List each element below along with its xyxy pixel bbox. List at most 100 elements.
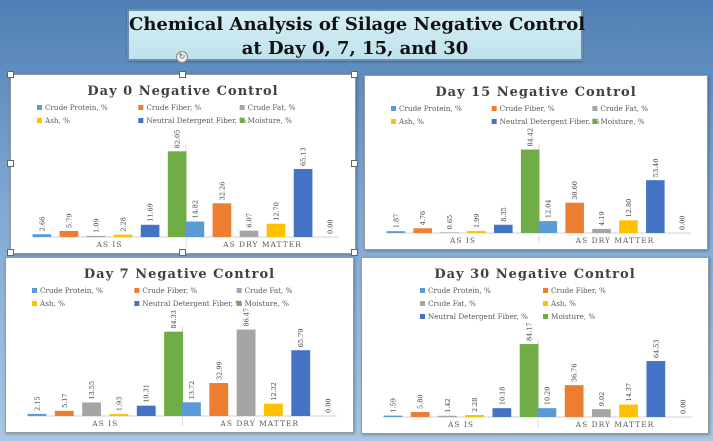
chart-panel-day15: Day 15 Negative Control Crude Protein, % C… (364, 75, 708, 250)
selection-handle[interactable] (351, 249, 358, 256)
data-label: 5.79 (65, 213, 73, 227)
data-label: 11.69 (147, 203, 155, 222)
data-label: 2.28 (120, 217, 128, 231)
bar (494, 224, 513, 233)
legend-swatch (236, 288, 242, 293)
legend-label: Moisture, % (245, 299, 289, 308)
data-label: 84.42 (527, 128, 535, 147)
legend-swatch (491, 106, 497, 111)
data-label: 32.99 (215, 361, 223, 380)
legend-label: Crude Protein, % (428, 286, 491, 295)
category-label: AS IS (447, 420, 474, 429)
data-label: 1.99 (473, 214, 481, 228)
legend-label: Crude Fat, % (248, 103, 296, 112)
data-label: 12.32 (270, 382, 278, 401)
legend-label: Neutral Detergent Fiber, % (146, 116, 246, 125)
legend-swatch (134, 301, 140, 306)
chart-svg: Day 15 Negative Control Crude Protein, % C… (386, 85, 691, 245)
bar (263, 403, 283, 416)
selection-handle[interactable] (7, 249, 14, 256)
bar (519, 344, 539, 417)
bar (109, 414, 129, 416)
data-label: 86.47 (243, 308, 251, 327)
legend-label: Ash, % (39, 299, 65, 308)
legend-swatch (420, 288, 425, 293)
bar (410, 411, 430, 417)
data-label: 2.15 (33, 396, 41, 410)
data-label: 0.65 (446, 215, 454, 229)
main-title-line2: at Day 0, 7, 15, and 30 (241, 38, 469, 59)
bar (167, 151, 187, 237)
data-label: 2.28 (471, 398, 479, 412)
data-label: 14.82 (191, 200, 199, 219)
data-label: 0.00 (325, 399, 333, 413)
bar (113, 234, 133, 237)
bar (492, 408, 512, 417)
bar (32, 234, 52, 237)
data-label: 10.20 (543, 387, 551, 406)
bar (136, 405, 156, 416)
bar (591, 409, 611, 417)
selection-handle[interactable] (179, 71, 186, 78)
chart-panel-day7: Day 7 Negative Control Crude Protein, % Cr… (5, 257, 354, 433)
legend-label: Ash, % (550, 299, 576, 308)
legend-label: Neutral Detergent Fiber, % (428, 312, 528, 321)
data-label: 32.26 (218, 182, 226, 201)
bar (592, 228, 611, 233)
data-label: 36.76 (571, 364, 579, 383)
legend-label: Neutral Detergent Fiber, % (142, 299, 242, 308)
legend-swatch (592, 119, 598, 124)
rotate-handle-icon[interactable]: ↻ (176, 51, 188, 63)
data-label: 4.76 (419, 211, 427, 225)
selection-handle[interactable] (351, 160, 358, 167)
chart-title: Day 15 Negative Control (435, 85, 636, 100)
selection-handle[interactable] (351, 71, 358, 78)
chart-panel-day30: Day 30 Negative Control Crude Protein, % C… (361, 257, 709, 434)
data-label: 1.93 (115, 397, 123, 411)
data-label: 30.60 (571, 181, 579, 200)
data-label: 9.02 (598, 392, 606, 406)
bar (465, 415, 485, 417)
data-label: 1.59 (389, 398, 397, 412)
data-label: 1.09 (92, 218, 100, 232)
data-label: 12.70 (273, 202, 281, 221)
data-label: 14.37 (625, 383, 633, 402)
chart-panel-day0[interactable]: Day 0 Negative Control Crude Protein, % Cr… (10, 74, 356, 254)
selection-handle[interactable] (7, 160, 14, 167)
bar (82, 402, 102, 416)
category-label: AS DRY MATTER (575, 420, 655, 429)
bar (27, 413, 47, 416)
data-label: 0.00 (680, 400, 688, 414)
bar (209, 383, 229, 416)
legend-label: Crude Fiber, % (500, 104, 555, 113)
data-label: 53.40 (652, 159, 660, 178)
legend-label: Crude Fat, % (245, 286, 293, 295)
legend-label: Neutral Detergent Fiber, % (500, 117, 600, 126)
data-label: 0.00 (327, 220, 335, 234)
data-label: 2.66 (38, 217, 46, 231)
chart-title: Day 30 Negative Control (434, 267, 635, 282)
data-label: 10.31 (143, 384, 151, 403)
bar (646, 361, 666, 417)
legend-swatch (543, 314, 548, 319)
legend-swatch (236, 301, 242, 306)
selection-handle[interactable] (179, 249, 186, 256)
legend-swatch (543, 288, 548, 293)
data-label: 84.17 (526, 322, 534, 341)
legend-swatch (239, 105, 245, 110)
data-label: 8.35 (500, 207, 508, 221)
bar (54, 410, 74, 416)
data-label: 5.80 (417, 394, 425, 408)
bar (164, 331, 183, 416)
selection-handle[interactable] (7, 71, 14, 78)
legend-swatch (37, 105, 42, 110)
chart-svg: Day 30 Negative Control Crude Protein, % C… (383, 267, 692, 429)
bar (140, 224, 160, 237)
legend-swatch (420, 301, 425, 306)
legend-label: Crude Protein, % (45, 103, 108, 112)
data-label: 0.00 (679, 216, 687, 230)
chart-title: Day 0 Negative Control (87, 84, 278, 99)
data-label: 12.04 (544, 199, 552, 218)
category-label: AS DRY MATTER (575, 236, 655, 245)
legend-label: Crude Fiber, % (551, 286, 606, 295)
